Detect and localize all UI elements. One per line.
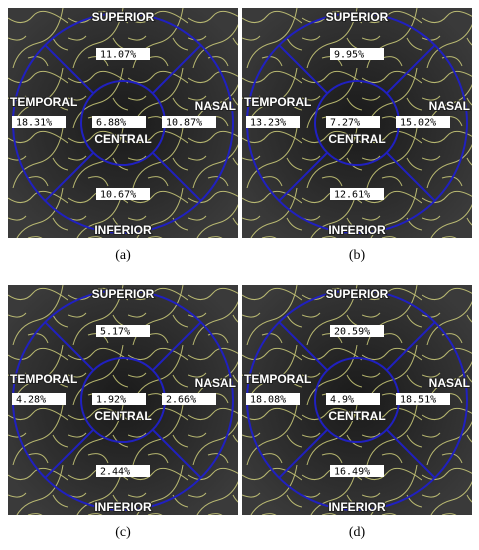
value-label: 16.49% [334, 467, 370, 478]
region-label: SUPERIOR [92, 10, 155, 24]
region-label: CENTRAL [328, 132, 385, 146]
region-label: CENTRAL [94, 409, 151, 423]
sector-line [385, 44, 436, 95]
value-box [396, 393, 450, 405]
region-label: TEMPORAL [244, 95, 311, 109]
value-label: 2.44% [100, 467, 130, 478]
value-label: 9.95% [334, 50, 364, 61]
sector-line [151, 44, 202, 95]
value-label: 18.31% [16, 118, 52, 129]
value-box [96, 188, 150, 200]
value-box [96, 465, 150, 477]
value-box [92, 393, 146, 405]
value-box [162, 116, 216, 128]
value-label: 20.59% [334, 327, 370, 338]
value-box [96, 48, 150, 60]
region-label: INFERIOR [328, 223, 386, 237]
value-label: 18.51% [400, 395, 436, 406]
region-label: TEMPORAL [10, 372, 77, 386]
value-box [330, 325, 384, 337]
value-box [326, 393, 380, 405]
value-label: 7.27% [330, 118, 360, 129]
panel: SUPERIOR 5.17% TEMPORAL 4.28% CENTRAL 1.92% NA… [8, 285, 238, 515]
value-box [162, 393, 216, 405]
value-label: 11.07% [100, 50, 136, 61]
panel: SUPERIOR 20.59% TEMPORAL 18.08% CENTRAL 4.9% N… [242, 285, 472, 515]
sector-line [385, 321, 436, 372]
value-box [396, 116, 450, 128]
value-label: 2.66% [166, 395, 196, 406]
caption: (b) [349, 248, 366, 263]
value-label: 10.87% [166, 118, 202, 129]
region-label: INFERIOR [328, 500, 386, 514]
region-label: NASAL [195, 376, 236, 390]
region-label: TEMPORAL [10, 95, 77, 109]
value-box [246, 393, 300, 405]
caption: (c) [115, 525, 131, 540]
value-label: 1.92% [96, 395, 126, 406]
region-label: NASAL [195, 99, 236, 113]
value-box [12, 116, 66, 128]
value-label: 12.61% [334, 190, 370, 201]
region-label: CENTRAL [94, 132, 151, 146]
caption: (d) [349, 525, 366, 540]
sector-line [385, 428, 436, 479]
region-label: SUPERIOR [326, 10, 389, 24]
region-label: SUPERIOR [326, 287, 389, 301]
sector-line [44, 151, 95, 202]
region-label: CENTRAL [328, 409, 385, 423]
value-box [326, 116, 380, 128]
panel: SUPERIOR 9.95% TEMPORAL 13.23% CENTRAL 7.27% N… [242, 8, 472, 238]
sector-line [278, 321, 329, 372]
value-label: 13.23% [250, 118, 286, 129]
sector-line [278, 428, 329, 479]
sector-line [151, 321, 202, 372]
sector-line [151, 428, 202, 479]
value-box [92, 116, 146, 128]
region-label: INFERIOR [94, 223, 152, 237]
sector-line [278, 44, 329, 95]
value-box [330, 48, 384, 60]
caption: (a) [115, 248, 131, 263]
region-label: SUPERIOR [92, 287, 155, 301]
value-label: 15.02% [400, 118, 436, 129]
value-label: 18.08% [250, 395, 286, 406]
region-label: INFERIOR [94, 500, 152, 514]
sector-line [278, 151, 329, 202]
sector-line [44, 321, 95, 372]
value-label: 4.9% [330, 395, 354, 406]
region-label: NASAL [429, 99, 470, 113]
sector-line [44, 428, 95, 479]
value-box [330, 188, 384, 200]
panel: SUPERIOR 11.07% TEMPORAL 18.31% CENTRAL 6.88%… [8, 8, 238, 238]
value-box [96, 325, 150, 337]
value-label: 10.67% [100, 190, 136, 201]
value-box [246, 116, 300, 128]
sector-line [44, 44, 95, 95]
value-label: 4.28% [16, 395, 46, 406]
value-label: 5.17% [100, 327, 130, 338]
sector-line [385, 151, 436, 202]
value-box [330, 465, 384, 477]
region-label: TEMPORAL [244, 372, 311, 386]
sector-line [151, 151, 202, 202]
value-label: 6.88% [96, 118, 126, 129]
region-label: NASAL [429, 376, 470, 390]
value-box [12, 393, 66, 405]
